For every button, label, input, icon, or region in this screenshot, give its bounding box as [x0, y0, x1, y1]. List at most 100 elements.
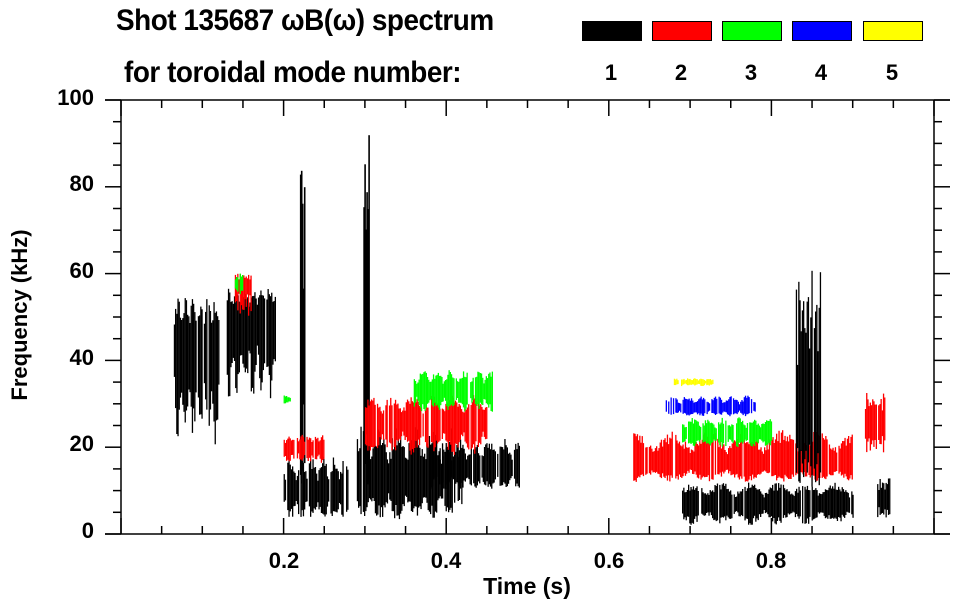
- spectral-column: [852, 494, 854, 518]
- legend-swatch-mode-1: [582, 21, 642, 41]
- spectral-column: [760, 427, 762, 440]
- spectral-column: [814, 489, 816, 519]
- spectral-column: [468, 454, 470, 480]
- spectral-column: [782, 430, 784, 479]
- spectral-column: [768, 439, 771, 473]
- spectral-column: [875, 404, 877, 449]
- spectral-column: [190, 305, 192, 407]
- spectral-column: [759, 449, 761, 475]
- spectral-column: [683, 487, 685, 520]
- spectral-column: [828, 444, 831, 475]
- spectral-column: [785, 490, 787, 518]
- spectral-column: [880, 399, 882, 445]
- spectral-column: [838, 486, 840, 517]
- spectral-column: [407, 459, 409, 503]
- spectral-column: [405, 402, 407, 438]
- spectral-column: [376, 446, 378, 516]
- spectral-column: [681, 446, 683, 478]
- spectral-column: [488, 443, 490, 485]
- spectral-column: [368, 135, 370, 482]
- spectral-column: [464, 408, 466, 442]
- spectral-column: [758, 489, 761, 515]
- spectral-column: [768, 420, 770, 443]
- spectral-column: [364, 443, 366, 516]
- spectral-column: [236, 294, 238, 393]
- spectral-column: [378, 407, 380, 446]
- spectral-column: [657, 450, 659, 474]
- spectral-column: [739, 491, 741, 517]
- spectral-column: [660, 439, 663, 479]
- spectral-column: [712, 379, 714, 384]
- spectral-column: [846, 438, 849, 480]
- spectral-column: [397, 428, 399, 516]
- spectral-column: [256, 304, 258, 346]
- spectral-column: [448, 370, 450, 407]
- spectral-column: [483, 447, 486, 485]
- spectral-column: [298, 470, 300, 515]
- spectral-column: [689, 421, 691, 443]
- spectral-column: [477, 401, 479, 447]
- spectral-column: [688, 379, 690, 386]
- spectral-column: [440, 463, 443, 499]
- spectral-column: [812, 490, 815, 520]
- spectral-column: [740, 422, 743, 442]
- spectral-column: [380, 411, 382, 440]
- spectral-column: [453, 378, 455, 406]
- spectral-column: [778, 430, 780, 477]
- spectral-column: [833, 450, 835, 472]
- spectral-column: [336, 468, 338, 513]
- spectral-column: [513, 449, 516, 479]
- spectral-column: [470, 382, 472, 399]
- spectral-column: [779, 442, 781, 478]
- spectral-column: [283, 395, 285, 404]
- mode-3-early-n3: [234, 273, 244, 295]
- spectral-column: [840, 491, 842, 522]
- spectral-column: [248, 306, 250, 351]
- spectral-column: [826, 489, 828, 518]
- spectral-column: [414, 398, 416, 448]
- spectral-column: [673, 378, 676, 386]
- spectral-column: [699, 398, 701, 416]
- spectral-column: [434, 378, 436, 403]
- spectral-column: [721, 484, 723, 517]
- spectral-column: [478, 405, 481, 443]
- spectral-column: [834, 447, 837, 472]
- spectral-column: [753, 441, 755, 479]
- spectral-column: [247, 297, 249, 374]
- spectral-column: [744, 486, 746, 521]
- spectral-column: [437, 455, 439, 501]
- spectral-column: [754, 402, 756, 412]
- spectral-column: [830, 488, 833, 519]
- spectral-column: [244, 294, 246, 373]
- spectral-column: [713, 424, 715, 440]
- spectral-column: [741, 400, 743, 414]
- spectral-column: [497, 453, 499, 477]
- spectral-column: [450, 374, 453, 405]
- spectral-column: [237, 273, 239, 311]
- spectral-column: [751, 484, 753, 525]
- plot-axes: [105, 99, 950, 535]
- spectral-column: [730, 490, 732, 519]
- spectral-column: [798, 281, 800, 482]
- spectral-column: [828, 487, 830, 516]
- spectral-column: [469, 454, 471, 485]
- spectral-column: [744, 425, 746, 440]
- spectrogram-marks: [173, 135, 891, 525]
- spectral-column: [372, 400, 374, 448]
- spectral-column: [430, 381, 432, 400]
- spectral-column: [482, 456, 484, 482]
- spectral-column: [692, 423, 695, 446]
- spectral-column: [777, 441, 779, 478]
- y-tick-label-80: 80: [69, 171, 94, 196]
- spectral-column: [756, 489, 758, 519]
- spectral-column: [648, 446, 651, 474]
- spectral-column: [702, 379, 704, 386]
- spectral-column: [467, 455, 469, 478]
- spectral-column: [874, 404, 876, 440]
- spectral-column: [245, 299, 248, 369]
- spectral-column: [464, 376, 466, 412]
- spectral-column: [255, 298, 257, 365]
- spectral-column: [267, 289, 269, 367]
- spectral-column: [515, 443, 517, 487]
- spectral-column: [700, 378, 702, 386]
